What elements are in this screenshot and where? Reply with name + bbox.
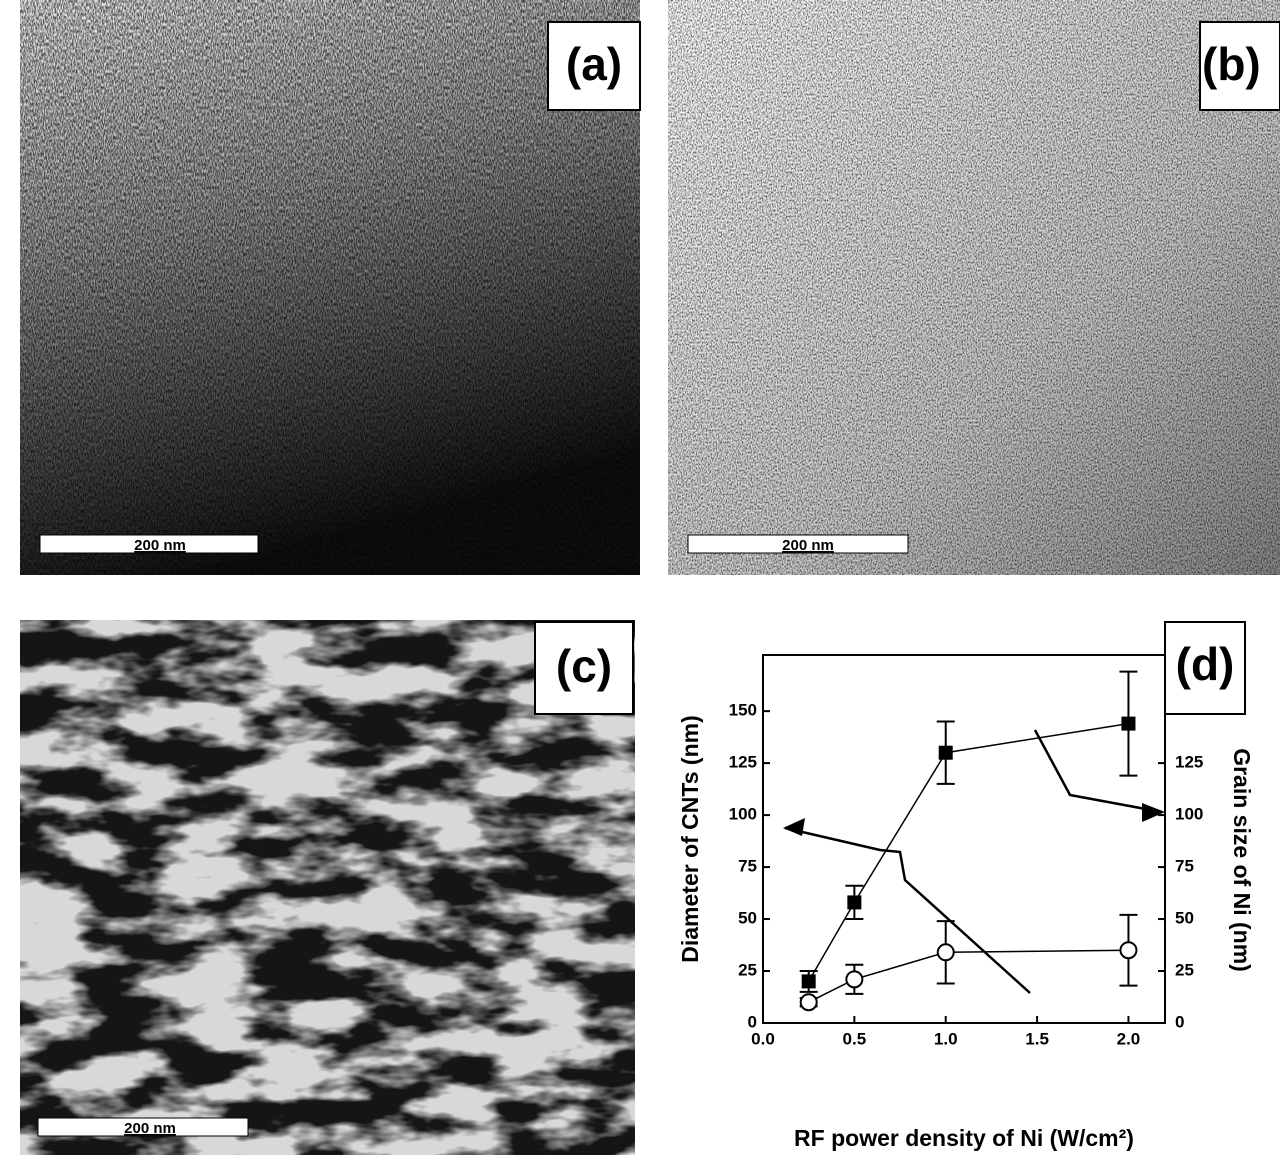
y2-tick-label: 125 [1175,753,1203,772]
panel-label-box [547,21,641,111]
tem-texture [20,0,640,575]
marker [845,970,864,989]
y-tick-label: 75 [738,857,757,876]
x-tick-label: 0.5 [843,1029,867,1048]
panel-c: (c) 200 nm [20,620,635,1155]
marker [1119,941,1138,960]
marker [801,974,816,989]
y-tick-label: 50 [738,909,757,928]
x-tick-label: 2.0 [1117,1029,1141,1048]
x-tick-label: 1.5 [1025,1029,1049,1048]
series-line [808,722,1129,982]
tem-texture [668,0,1280,575]
panel-label: (a) [566,38,622,90]
marker [1121,716,1136,731]
y2-tick-label: 0 [1175,1012,1184,1031]
y-axis-label: Diameter of CNTs (nm) [677,715,703,963]
annotation-arrow [784,826,1031,994]
y-tick-label: 25 [738,961,757,980]
y-tick-label: 150 [729,701,757,720]
arrow-head [783,818,805,836]
panel-label-box [1199,21,1280,111]
panel-b: (b) 200 nm [668,0,1280,575]
scale-bar [37,1117,249,1137]
x-tick-label: 0.0 [751,1029,775,1048]
tem-texture [20,620,635,1155]
scale-bar-label: 200 nm [782,537,834,554]
y2-axis-label: Grain size of Ni (nm) [1229,748,1255,972]
y-tick-label: 125 [729,753,757,772]
panel-label-box [534,621,634,715]
y2-tick-label: 75 [1175,857,1194,876]
panel-a: (a) 200 nm [20,0,641,575]
y-tick-label: 100 [729,805,757,824]
x-axis-label: RF power density of Ni (W/cm²) [794,1125,1134,1151]
panel-label: (b) [1202,38,1261,90]
y2-tick-label: 25 [1175,961,1194,980]
scale-bar-label: 200 nm [134,537,186,554]
x-tick-label: 1.0 [934,1029,958,1048]
series-line [808,949,1129,1003]
panel-label: (c) [556,640,612,692]
scale-bar-label: 200 nm [124,1120,176,1137]
scale-bar [39,534,259,554]
marker [938,745,953,760]
panel-d: (d) RF power density of Ni (W/cm²) Diame… [677,621,1255,1151]
y2-tick-label: 50 [1175,909,1194,928]
panel-label: (d) [1176,638,1235,690]
panel-label-box [1164,621,1246,715]
scale-bar [687,534,909,554]
y-tick-label: 0 [748,1012,757,1031]
marker [936,943,955,962]
y2-tick-label: 100 [1175,805,1203,824]
marker [799,993,818,1012]
plot-frame [762,654,1166,1024]
annotation-arrow [1033,729,1163,814]
arrow-head [1142,803,1165,822]
marker [847,895,862,910]
